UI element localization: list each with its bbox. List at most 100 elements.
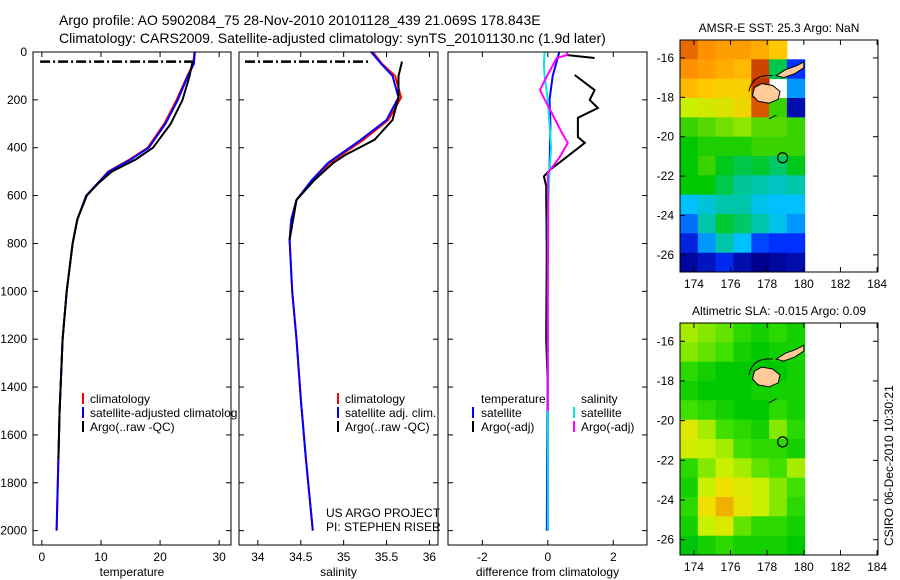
heatmap-cell (680, 136, 699, 157)
y-tick-label: 1400 (0, 380, 27, 394)
heatmap-cell (697, 381, 717, 401)
legend-temperature-heading: temperature (481, 392, 546, 406)
argo-position-marker (777, 152, 789, 164)
timestamp-stamp: CSIRO 06-Dec-2010 10:30:21 (882, 385, 896, 546)
heatmap-cell (697, 233, 717, 254)
heatmap-cell (769, 136, 788, 157)
heatmap-cell (715, 516, 734, 537)
heatmap-cell (697, 214, 717, 234)
heatmap-cell (786, 194, 806, 215)
lat-tick-label: -18 (657, 90, 675, 104)
heatmap-cell (733, 342, 752, 363)
heatmap-cell (697, 342, 717, 363)
heatmap-cell (680, 98, 699, 118)
heatmap-cell (680, 156, 699, 176)
heatmap-cell (715, 381, 734, 401)
heatmap-cell (680, 194, 699, 215)
heatmap-cell (786, 156, 806, 176)
x-axis-label: temperature (100, 565, 165, 579)
heatmap-cell (786, 458, 806, 479)
heatmap-cell (680, 400, 699, 421)
heatmap-cell (751, 342, 770, 363)
heatmap-cell (715, 419, 734, 440)
lat-tick-label: -18 (657, 374, 675, 388)
map-title: Altimetric SLA: -0.015 Argo: 0.09 (692, 304, 866, 318)
heatmap-cell (786, 535, 806, 556)
x-axis-label: difference from climatology (476, 565, 619, 579)
heatmap-cell (697, 156, 717, 176)
x-tick-label: 20 (153, 550, 167, 564)
lat-tick-label: -22 (657, 169, 675, 183)
heatmap-cell (680, 497, 699, 517)
heatmap-cell (769, 516, 788, 537)
heatmap-cell (786, 361, 806, 382)
heatmap-cell (697, 252, 717, 273)
island-viti-levu (751, 366, 781, 388)
heatmap-cell (733, 497, 752, 517)
heatmap-cell (715, 214, 734, 234)
heatmap-cell (715, 156, 734, 176)
heatmap-cell (733, 252, 752, 273)
x-tick-label: 36 (423, 550, 437, 564)
heatmap-cell (733, 40, 752, 60)
lat-tick-label: -26 (657, 533, 675, 547)
legend-swatch-temp-argo (472, 421, 474, 432)
heatmap-cell (680, 419, 699, 440)
temperature-legend: climatology satellite-adjusted climatolo… (82, 392, 237, 434)
heatmap-cell (715, 59, 734, 80)
x-tick-label: 0 (544, 550, 551, 564)
heatmap-cell (715, 78, 734, 99)
heatmap-cell (680, 361, 699, 382)
x-tick-label: 35.5 (375, 550, 399, 564)
heatmap-cell (769, 477, 788, 498)
figure-title-line1: Argo profile: AO 5902084_75 28-Nov-2010 … (59, 12, 541, 28)
heatmap-cell (715, 439, 734, 459)
lon-tick-label: 180 (794, 277, 814, 291)
heatmap-cell (733, 136, 752, 157)
heatmap-cell (733, 419, 752, 440)
heatmap-cell (680, 175, 699, 196)
map-frame (679, 39, 879, 273)
heatmap-cell (751, 458, 770, 479)
heatmap-cell (786, 477, 806, 498)
heatmap-cell (751, 175, 770, 196)
legend-salinity-heading: salinity (581, 392, 618, 406)
heatmap-cell (786, 98, 806, 118)
project-credit: US ARGO PROJECT (326, 506, 441, 520)
heatmap-cell (769, 535, 788, 556)
heatmap-cell (751, 497, 770, 517)
island-viti-levu (751, 82, 781, 104)
y-tick-label: 1600 (0, 428, 27, 442)
heatmap-cell (680, 477, 699, 498)
heatmap-cell (751, 117, 770, 138)
legend-swatch-argo (82, 421, 84, 432)
heatmap-cell (733, 156, 752, 176)
salinity-legend: climatology satellite adj. clim. Argo(..… (337, 392, 436, 434)
heatmap-cell (733, 439, 752, 459)
figure-title-line2: Climatology: CARS2009. Satellite-adjuste… (59, 30, 606, 46)
y-tick-label: 800 (7, 236, 27, 250)
y-tick-label: 1000 (0, 284, 27, 298)
salinity-panel: 34 34.5 35 35.5 36 salinity (238, 51, 439, 579)
heatmap-cell (697, 419, 717, 440)
heatmap-cell (715, 400, 734, 421)
series-line-temperature-argo-adj-deep (542, 74, 600, 531)
lat-tick-label: -16 (657, 51, 675, 65)
heatmap-cell (733, 59, 752, 80)
difference-legend: temperature satellite Argo(-adj) salinit… (472, 392, 634, 434)
lon-tick-label: 174 (684, 277, 704, 291)
series-line-argo-raw-qc- (288, 61, 403, 241)
lat-tick-label: -16 (657, 334, 675, 348)
lat-tick-label: -26 (657, 248, 675, 262)
heatmap-cell (769, 252, 788, 273)
legend-sal-argo: Argo(-adj) (581, 420, 634, 434)
heatmap-cell (786, 175, 806, 196)
series-line-salinity-argo-adj- (538, 52, 569, 411)
lon-tick-label: 174 (684, 560, 704, 574)
heatmap-cell (697, 194, 717, 215)
heatmap-cell (680, 214, 699, 234)
heatmap-cell (786, 516, 806, 537)
reef-outline (748, 74, 777, 120)
heatmap-cell (733, 98, 752, 118)
